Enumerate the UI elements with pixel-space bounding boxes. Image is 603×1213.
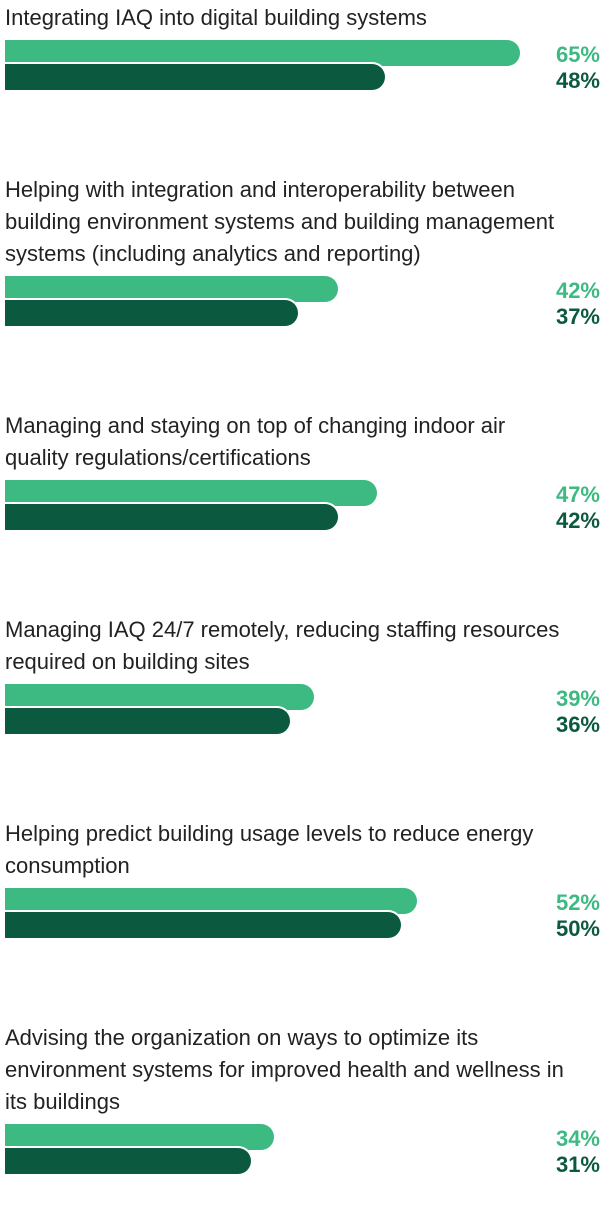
category-group: Helping predict building usage levels to…	[0, 818, 603, 941]
bar-pair: 42% 37%	[0, 276, 603, 329]
category-label: Managing IAQ 24/7 remotely, reducing sta…	[5, 617, 560, 674]
value-label: 50%	[555, 916, 600, 941]
bar	[5, 888, 417, 914]
category-group: Managing and staying on top of changing …	[0, 410, 603, 533]
value-label: 36%	[555, 712, 600, 737]
bar-pair: 52% 50%	[0, 888, 603, 941]
category-group: Advising the organization on ways to opt…	[0, 1022, 603, 1177]
bar-pair: 65% 48%	[0, 40, 603, 93]
bar	[5, 276, 338, 302]
bar	[5, 40, 520, 66]
value-label: 42%	[555, 278, 600, 303]
value-label: 65%	[555, 42, 600, 67]
value-label: 39%	[555, 686, 600, 711]
bar	[5, 502, 340, 532]
category-label: Advising the organization on ways to opt…	[5, 1025, 564, 1114]
value-label: 34%	[555, 1126, 600, 1151]
category-group: Managing IAQ 24/7 remotely, reducing sta…	[0, 614, 603, 737]
bar	[5, 1124, 275, 1150]
value-label: 48%	[555, 68, 600, 93]
value-label: 37%	[555, 304, 600, 329]
bar	[5, 684, 314, 710]
value-label: 52%	[555, 890, 600, 915]
bar	[5, 62, 388, 92]
value-label: 31%	[555, 1152, 600, 1177]
bar	[5, 1146, 253, 1176]
category-label: Integrating IAQ into digital building sy…	[5, 5, 427, 30]
bar-pair: 47% 42%	[0, 480, 603, 533]
value-label: 42%	[555, 508, 600, 533]
category-group: Integrating IAQ into digital building sy…	[0, 2, 603, 93]
category-label: Helping with integration and interoperab…	[5, 177, 555, 266]
bar	[5, 298, 301, 328]
bar	[5, 480, 378, 506]
category-label: Managing and staying on top of changing …	[5, 413, 506, 470]
bar-pair: 39% 36%	[0, 684, 603, 737]
bar	[5, 910, 403, 940]
bar-pair: 34% 31%	[0, 1124, 603, 1177]
category-label: Helping predict building usage levels to…	[5, 821, 534, 878]
value-label: 47%	[555, 482, 600, 507]
category-group: Helping with integration and interoperab…	[0, 174, 603, 329]
bar	[5, 706, 293, 736]
